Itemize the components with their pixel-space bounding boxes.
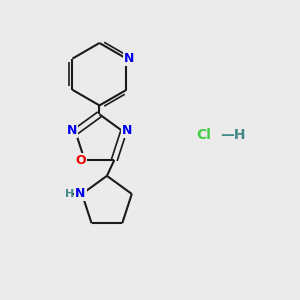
Text: N: N [66, 124, 77, 137]
Text: N: N [122, 124, 133, 137]
Text: H: H [65, 189, 74, 199]
Text: Cl: Cl [196, 128, 211, 142]
Text: O: O [75, 154, 86, 166]
Text: —H: —H [220, 128, 245, 142]
Text: N: N [75, 188, 86, 200]
Text: N: N [124, 52, 134, 65]
